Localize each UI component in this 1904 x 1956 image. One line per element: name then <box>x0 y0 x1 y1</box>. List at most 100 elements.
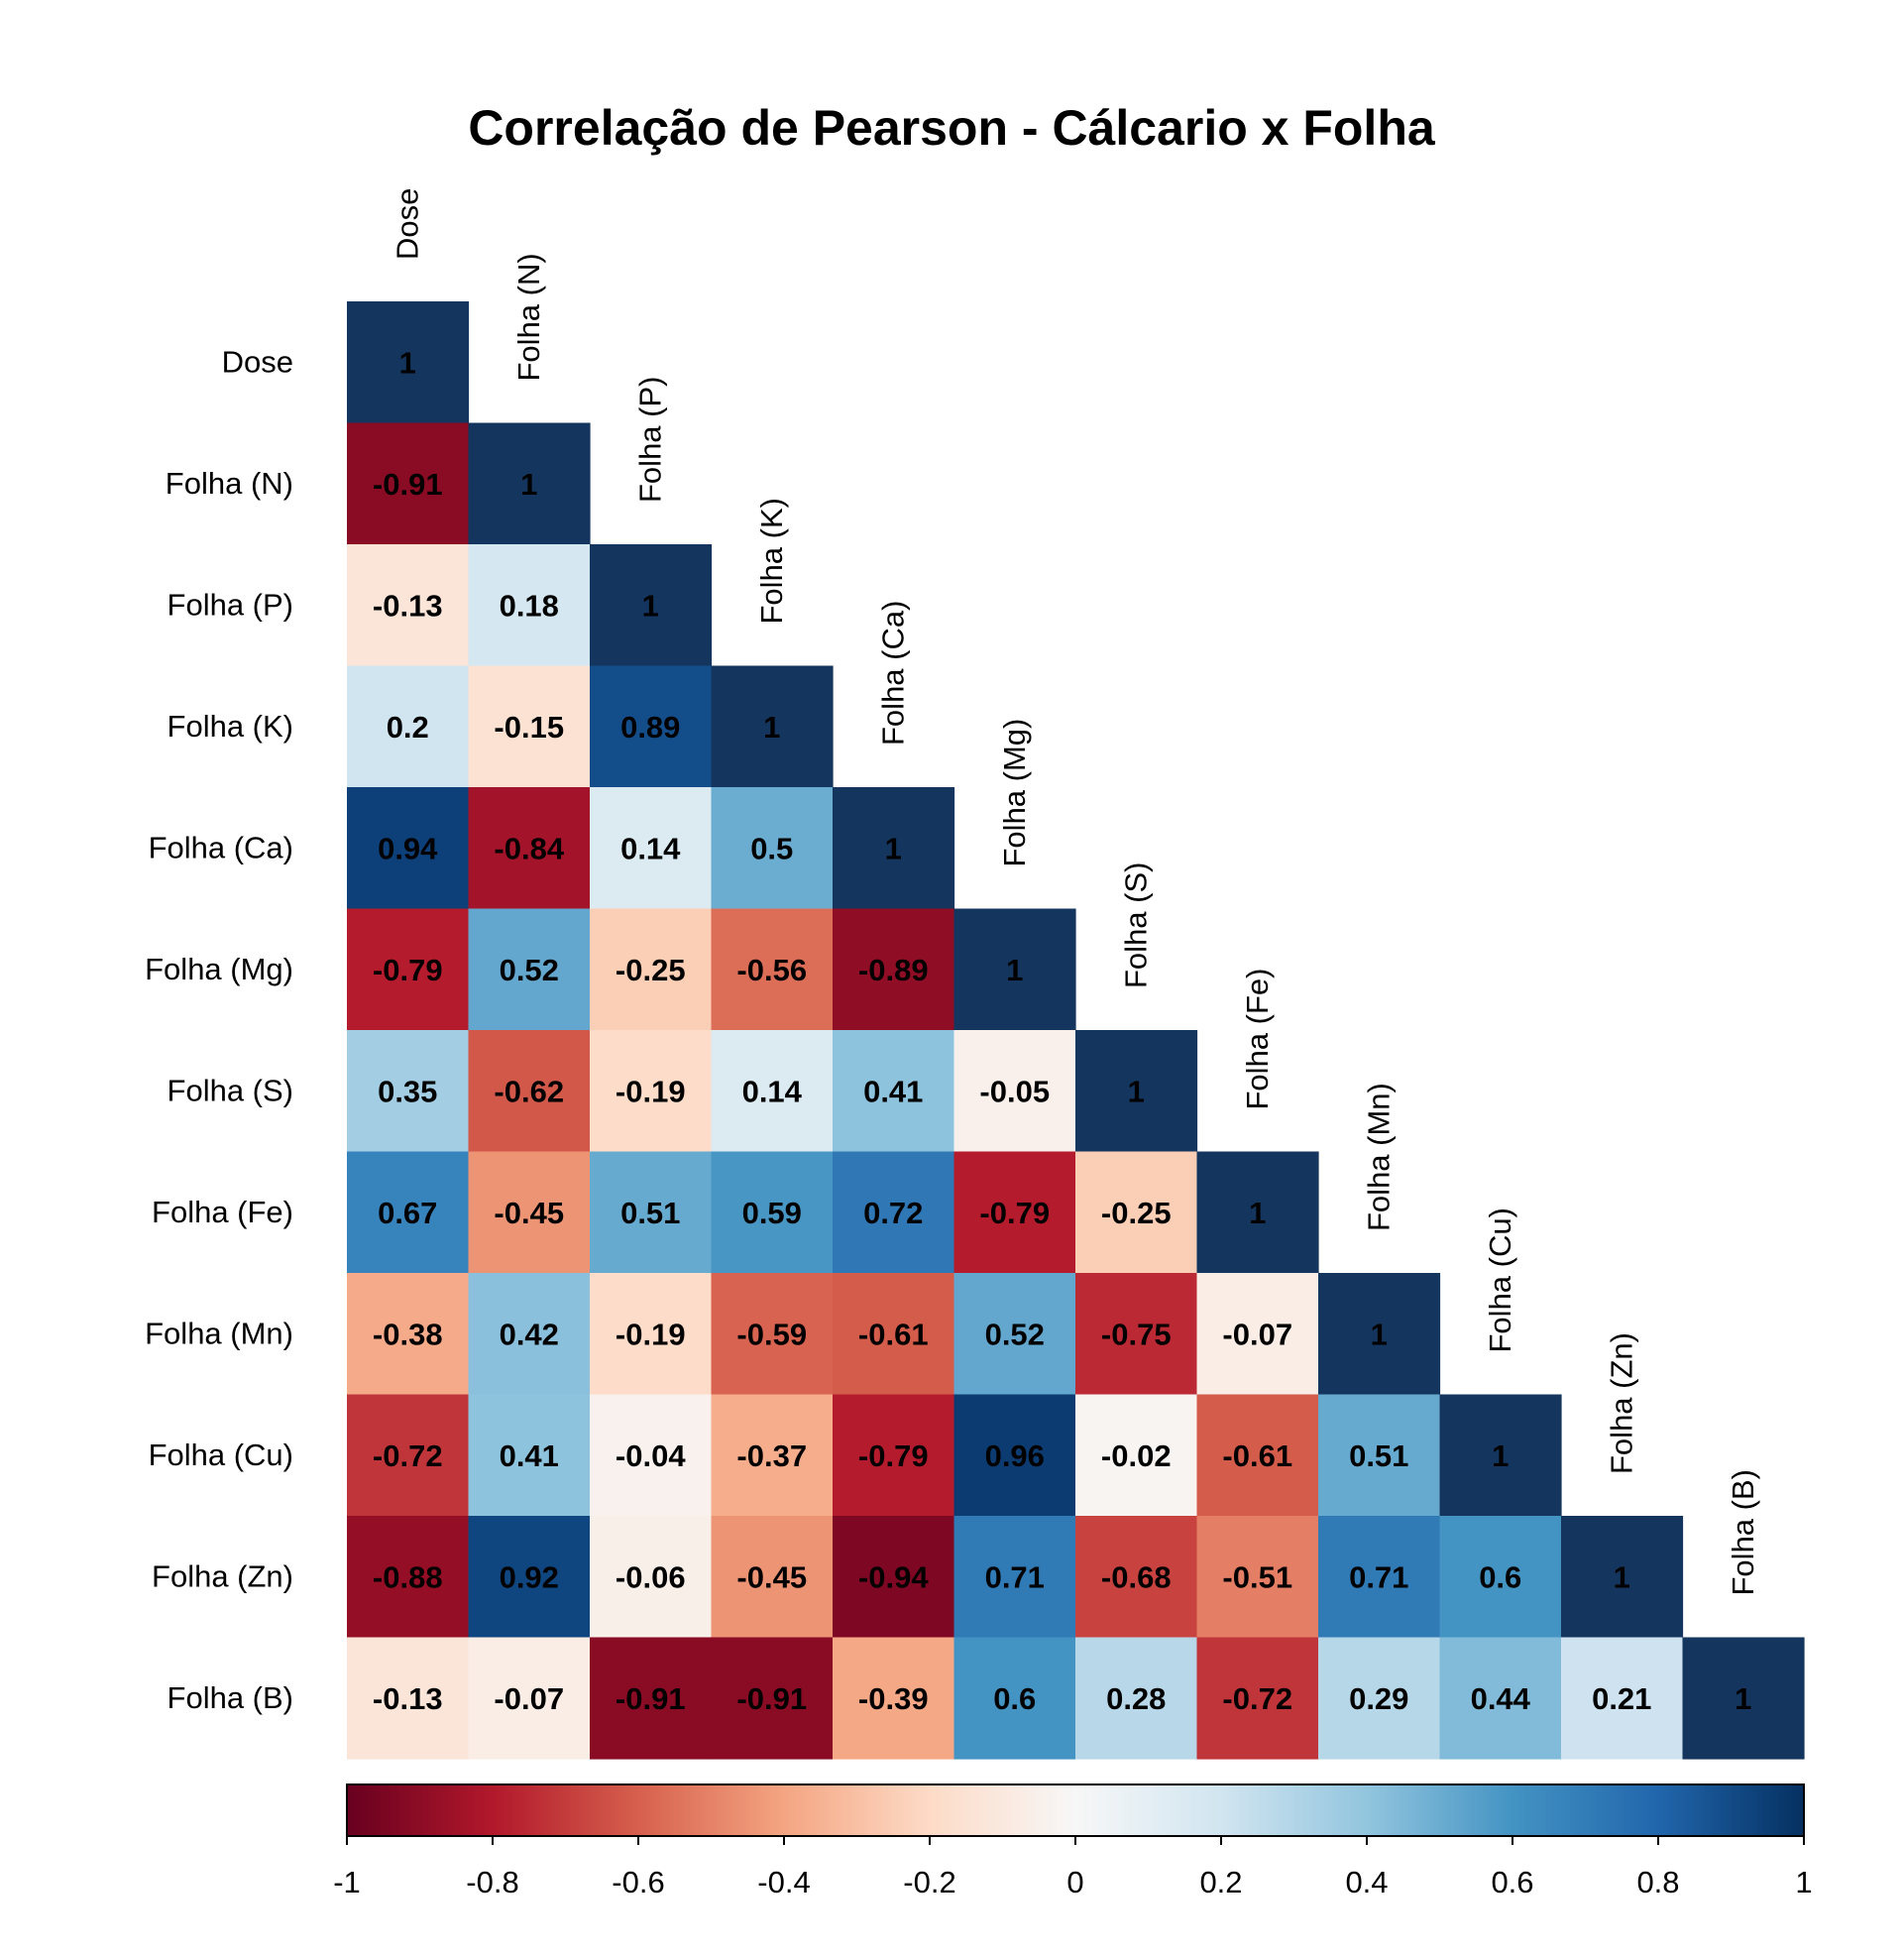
colorbar-tick-label: -0.4 <box>757 1865 810 1899</box>
cell-value-label: 0.44 <box>1471 1681 1531 1716</box>
cell-value-label: -0.13 <box>373 1681 443 1716</box>
cell-value-label: -0.45 <box>736 1559 807 1594</box>
heatmap-cell <box>953 1394 1076 1517</box>
heatmap-cell <box>953 1151 1076 1274</box>
colorbar-tick-label: 0.6 <box>1491 1865 1533 1899</box>
column-label: Dose <box>390 188 424 260</box>
cell-value-label: 0.71 <box>1349 1559 1408 1594</box>
heatmap-cell <box>468 422 591 545</box>
heatmap-cell <box>833 1394 955 1517</box>
cell-value-label: 0.14 <box>742 1074 803 1108</box>
row-label: Folha (Zn) <box>152 1558 293 1593</box>
cell-value-label: 1 <box>1006 953 1023 987</box>
heatmap-cell <box>953 1030 1076 1153</box>
cell-value-label: -0.72 <box>373 1438 443 1473</box>
cell-value-label: -0.02 <box>1101 1438 1172 1473</box>
cell-value-label: 0.42 <box>500 1317 559 1351</box>
heatmap-cell <box>1196 1637 1319 1760</box>
colorbar-tick-label: 0.8 <box>1636 1865 1679 1899</box>
cell-value-label: 1 <box>885 831 902 865</box>
cell-value-label: -0.39 <box>858 1681 929 1716</box>
cell-value-label: -0.05 <box>979 1074 1050 1108</box>
cell-value-label: 1 <box>763 710 780 745</box>
colorbar-tick-label: 0.4 <box>1345 1865 1388 1899</box>
cell-value-label: -0.84 <box>494 831 564 865</box>
heatmap-cell <box>347 1030 470 1153</box>
heatmap-cell <box>1318 1273 1441 1396</box>
cell-value-label: -0.89 <box>858 953 929 987</box>
colorbar-tick-label: -0.6 <box>612 1865 664 1899</box>
cell-value-label: 0.14 <box>620 831 681 865</box>
heatmap-cell <box>347 1273 470 1396</box>
heatmap-cell <box>1075 1637 1198 1760</box>
heatmap-cell <box>347 422 470 545</box>
heatmap-cell <box>1318 1516 1441 1639</box>
heatmap-cell <box>590 544 713 667</box>
heatmap-cell <box>347 1151 470 1274</box>
cell-value-label: -0.07 <box>494 1681 564 1716</box>
heatmap-cell <box>833 1637 955 1760</box>
column-label: Folha (Ca) <box>875 601 910 746</box>
cell-value-label: 0.52 <box>985 1317 1045 1351</box>
cell-value-label: -0.75 <box>1101 1317 1172 1351</box>
cell-value-label: 0.18 <box>500 588 559 623</box>
heatmap-cells: 1 -0.91 1 -0.13 0.18 1 0.2 -0.15 0.89 1 0.94 -0.84 0… <box>347 301 1805 1760</box>
chart-title: Correlação de Pearson - Cálcario x Folha <box>468 100 1436 156</box>
heatmap-cell <box>347 1516 470 1639</box>
column-label: Folha (Cu) <box>1483 1208 1517 1352</box>
heatmap-cell <box>1196 1516 1319 1639</box>
row-label: Folha (Ca) <box>149 830 293 864</box>
colorbar-gradient <box>346 1783 1805 1837</box>
cell-value-label: -0.61 <box>858 1317 929 1351</box>
heatmap-cell <box>833 1030 955 1153</box>
heatmap-cell <box>1561 1637 1684 1760</box>
heatmap-cell <box>711 1516 834 1639</box>
cell-value-label: 0.92 <box>500 1559 559 1594</box>
cell-value-label: 0.59 <box>742 1196 802 1230</box>
cell-value-label: -0.38 <box>373 1317 443 1351</box>
colorbar-tick-label: 0 <box>1066 1865 1083 1899</box>
heatmap-cell <box>347 665 470 788</box>
heatmap-cell <box>590 908 713 1031</box>
heatmap-cell <box>711 1273 834 1396</box>
heatmap-cell <box>1196 1394 1319 1517</box>
heatmap-cell <box>711 1030 834 1153</box>
cell-value-label: -0.04 <box>616 1438 686 1473</box>
cell-value-label: 1 <box>520 467 537 502</box>
cell-value-label: -0.79 <box>373 953 443 987</box>
heatmap-cell <box>711 1637 834 1760</box>
cell-value-label: 0.6 <box>1479 1559 1521 1594</box>
row-label: Folha (Mg) <box>145 952 293 986</box>
cell-value-label: 0.71 <box>985 1559 1045 1594</box>
cell-value-label: 1 <box>1735 1681 1751 1716</box>
heatmap-cell <box>347 787 470 910</box>
column-label: Folha (K) <box>754 498 789 624</box>
row-label: Folha (P) <box>168 587 293 622</box>
heatmap-cell <box>1682 1637 1805 1760</box>
heatmap-cell <box>468 1394 591 1517</box>
row-label: Folha (B) <box>168 1680 293 1715</box>
cell-value-label: 0.96 <box>985 1438 1045 1473</box>
cell-value-label: -0.37 <box>736 1438 807 1473</box>
heatmap-cell <box>833 1151 955 1274</box>
cell-value-label: -0.56 <box>736 953 807 987</box>
cell-value-label: -0.59 <box>736 1317 807 1351</box>
cell-value-label: -0.79 <box>979 1196 1050 1230</box>
cell-value-label: -0.88 <box>373 1559 443 1594</box>
heatmap-cell <box>468 665 591 788</box>
column-label: Folha (Mg) <box>997 719 1032 867</box>
row-label: Folha (Cu) <box>149 1438 293 1472</box>
colorbar: -1 -0.8 -0.6 -0.4 -0.2 0 0.2 0.4 0.6 0.8 1 <box>333 1783 1813 1899</box>
heatmap-cell <box>468 1516 591 1639</box>
heatmap-cell <box>1196 1273 1319 1396</box>
cell-value-label: 1 <box>642 588 659 623</box>
heatmap-cell <box>347 1394 470 1517</box>
cell-value-label: 1 <box>1249 1196 1266 1230</box>
heatmap-cell <box>1075 1394 1198 1517</box>
cell-value-label: 0.72 <box>863 1196 923 1230</box>
heatmap-cell <box>1439 1637 1562 1760</box>
cell-value-label: 0.94 <box>378 831 438 865</box>
cell-value-label: 0.2 <box>387 710 429 745</box>
cell-value-label: 0.89 <box>620 710 680 745</box>
